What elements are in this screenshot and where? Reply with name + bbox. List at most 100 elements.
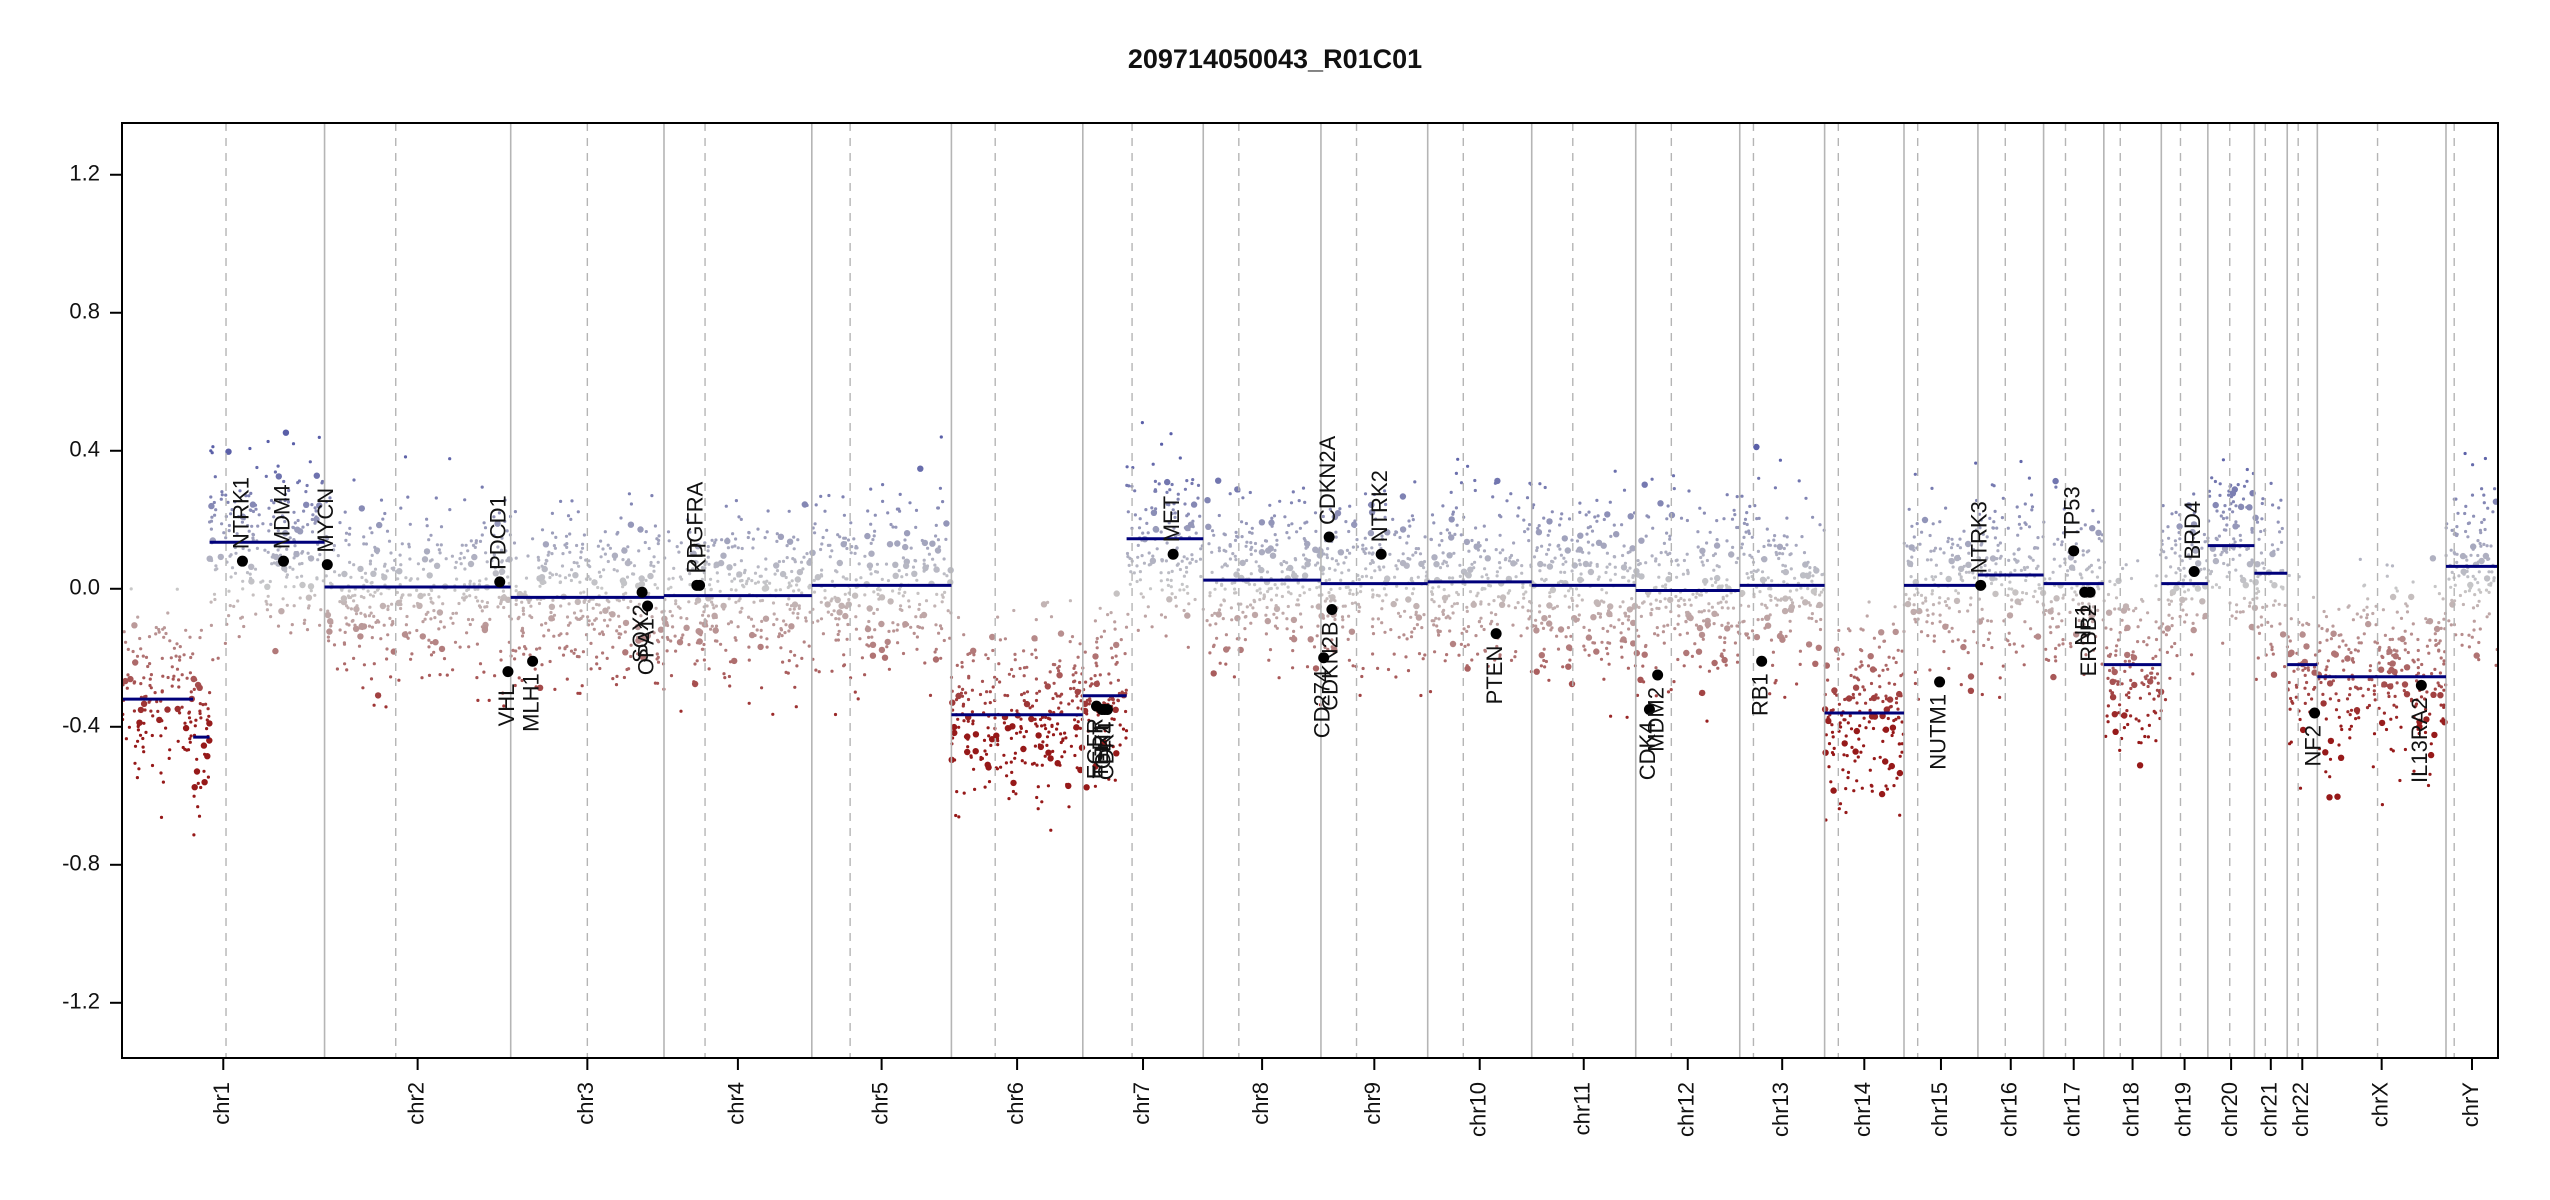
- probe-point: [536, 575, 543, 582]
- probe-point: [2283, 665, 2287, 669]
- probe-point: [565, 615, 570, 619]
- probe-point: [626, 545, 630, 549]
- probe-point: [1979, 570, 1984, 575]
- probe-point: [1904, 600, 1912, 608]
- probe-point: [290, 623, 294, 627]
- probe-point: [514, 598, 518, 602]
- probe-point: [1405, 637, 1409, 641]
- probe-point: [1046, 716, 1050, 721]
- probe-point: [668, 609, 672, 614]
- probe-point: [2311, 669, 2318, 676]
- probe-point: [2234, 616, 2238, 620]
- probe-point: [448, 508, 452, 512]
- probe-point: [1423, 535, 1427, 539]
- probe-point: [2349, 651, 2353, 655]
- probe-point: [955, 790, 959, 794]
- probe-point: [319, 608, 323, 612]
- probe-point: [1084, 680, 1088, 684]
- probe-point: [2442, 688, 2446, 692]
- probe-point: [2096, 585, 2100, 589]
- probe-point: [160, 690, 164, 694]
- probe-point: [1926, 634, 1930, 638]
- probe-point: [1928, 533, 1932, 538]
- probe-point: [207, 714, 211, 718]
- probe-point: [762, 615, 770, 622]
- probe-point: [1979, 565, 1983, 569]
- probe-point: [747, 658, 751, 662]
- probe-point: [299, 581, 306, 589]
- probe-point: [1785, 535, 1789, 539]
- probe-point: [2380, 803, 2384, 807]
- probe-point: [540, 663, 544, 667]
- probe-point: [2129, 686, 2133, 691]
- probe-point: [1159, 530, 1163, 534]
- probe-point: [1574, 587, 1579, 591]
- probe-point: [2188, 578, 2193, 582]
- probe-point: [667, 539, 671, 543]
- probe-point: [1107, 698, 1111, 702]
- probe-point: [1267, 658, 1271, 662]
- probe-point: [1913, 609, 1917, 613]
- probe-point: [999, 765, 1003, 769]
- probe-point: [242, 624, 246, 629]
- probe-point: [1782, 546, 1786, 551]
- probe-point: [1034, 656, 1038, 660]
- probe-point: [727, 674, 732, 679]
- probe-point: [437, 595, 441, 599]
- probe-point: [1018, 730, 1022, 734]
- probe-point: [1217, 546, 1221, 550]
- probe-point: [2255, 520, 2260, 524]
- probe-point: [830, 549, 834, 553]
- probe-point: [915, 578, 919, 582]
- probe-point: [183, 721, 187, 725]
- probe-point: [148, 662, 152, 666]
- probe-points: [121, 421, 2500, 837]
- probe-point: [2153, 676, 2157, 680]
- probe-point: [1454, 506, 1458, 510]
- probe-point: [1183, 487, 1187, 491]
- probe-point: [1441, 612, 1445, 617]
- probe-point: [937, 631, 941, 635]
- probe-point: [1695, 591, 1699, 596]
- probe-point: [2111, 668, 2118, 676]
- probe-point: [2430, 672, 2434, 676]
- probe-point: [909, 625, 913, 629]
- probe-point: [1925, 620, 1929, 624]
- probe-point: [775, 539, 779, 544]
- probe-point: [1495, 574, 1499, 578]
- probe-point: [2342, 668, 2346, 672]
- probe-point: [2288, 707, 2292, 711]
- probe-point: [1257, 564, 1261, 568]
- probe-point: [2411, 580, 2415, 584]
- probe-point: [2279, 631, 2287, 638]
- probe-point: [2453, 599, 2457, 603]
- probe-point: [1758, 590, 1762, 594]
- probe-point: [1441, 562, 1445, 566]
- probe-point: [2399, 725, 2403, 729]
- probe-point: [478, 539, 483, 544]
- probe-point: [1519, 634, 1523, 638]
- probe-point: [1958, 537, 1962, 541]
- probe-point: [1694, 595, 1698, 599]
- probe-point: [1128, 556, 1132, 561]
- probe-point: [1910, 555, 1914, 559]
- probe-point: [863, 593, 867, 597]
- probe-point: [395, 590, 399, 595]
- probe-point: [255, 465, 259, 470]
- probe-point: [1971, 571, 1975, 575]
- probe-point: [1098, 606, 1102, 610]
- probe-point: [1467, 566, 1474, 573]
- probe-point: [1353, 519, 1357, 523]
- probe-point: [1258, 519, 1266, 526]
- probe-point: [889, 522, 893, 527]
- probe-point: [931, 557, 935, 561]
- probe-point: [1717, 565, 1721, 569]
- probe-point: [166, 611, 170, 615]
- probe-point: [1344, 585, 1348, 590]
- probe-point: [204, 702, 208, 706]
- probe-point: [1773, 534, 1777, 538]
- probe-point: [915, 647, 919, 651]
- probe-point: [1405, 541, 1409, 545]
- probe-point: [1065, 782, 1069, 787]
- probe-point: [2114, 649, 2118, 653]
